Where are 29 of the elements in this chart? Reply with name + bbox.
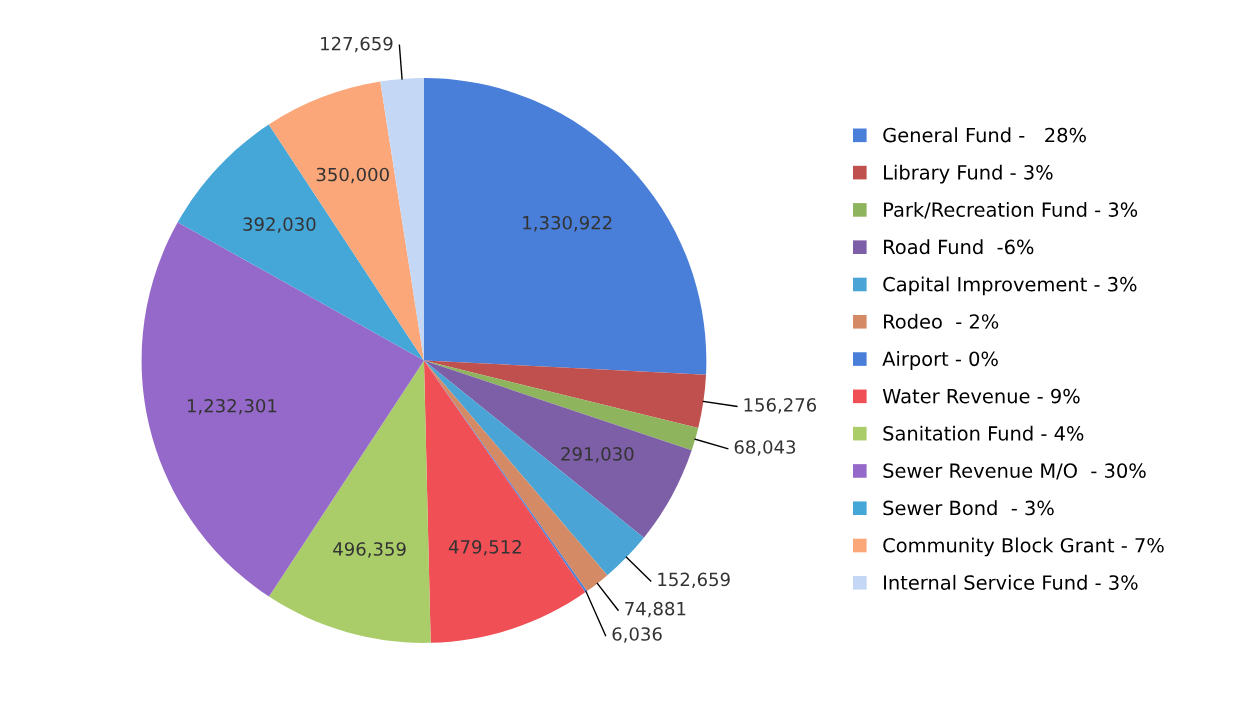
legend-label: Water Revenue - 9%	[882, 388, 1080, 404]
data-label: 6,036	[612, 627, 662, 643]
legend-label: Sanitation Fund - 4%	[883, 425, 1084, 441]
legend-label: Road Fund -6%	[884, 239, 1034, 255]
data-label: 68,043	[734, 440, 796, 456]
data-label: 392,030	[243, 217, 316, 233]
pie-slice	[423, 360, 692, 538]
legend-label: Capital Improvement - 3%	[883, 276, 1137, 296]
data-label: 156,276	[744, 398, 817, 414]
legend-label: Library Fund - 3%	[884, 164, 1053, 184]
data-label: 1,330,922	[523, 215, 612, 232]
data-label: 152,659	[658, 572, 730, 589]
legend-label: Airport - 0%	[882, 351, 998, 370]
data-label: 350,000	[316, 167, 389, 184]
data-label: 1,232,301	[187, 398, 277, 415]
data-label: 291,030	[561, 447, 634, 463]
data-label: 479,512	[448, 539, 521, 556]
data-label: 127,659	[321, 36, 393, 53]
legend-label: General Fund - 28%	[883, 127, 1086, 143]
legend-label: Sewer Revenue M/O - 30%	[883, 463, 1146, 480]
data-label: 496,359	[333, 542, 406, 558]
pie-slice	[423, 78, 707, 375]
legend-label: Community Block Grant - 7%	[883, 537, 1164, 557]
legend-label: Internal Service Fund - 3%	[884, 574, 1138, 590]
data-label: 74,881	[625, 601, 686, 618]
legend-label: Sewer Bond - 3%	[883, 500, 1054, 516]
legend-label: Park/Recreation Fund - 3%	[884, 201, 1138, 219]
legend-label: Rodeo - 2%	[884, 313, 999, 329]
pie-slice	[177, 124, 424, 361]
